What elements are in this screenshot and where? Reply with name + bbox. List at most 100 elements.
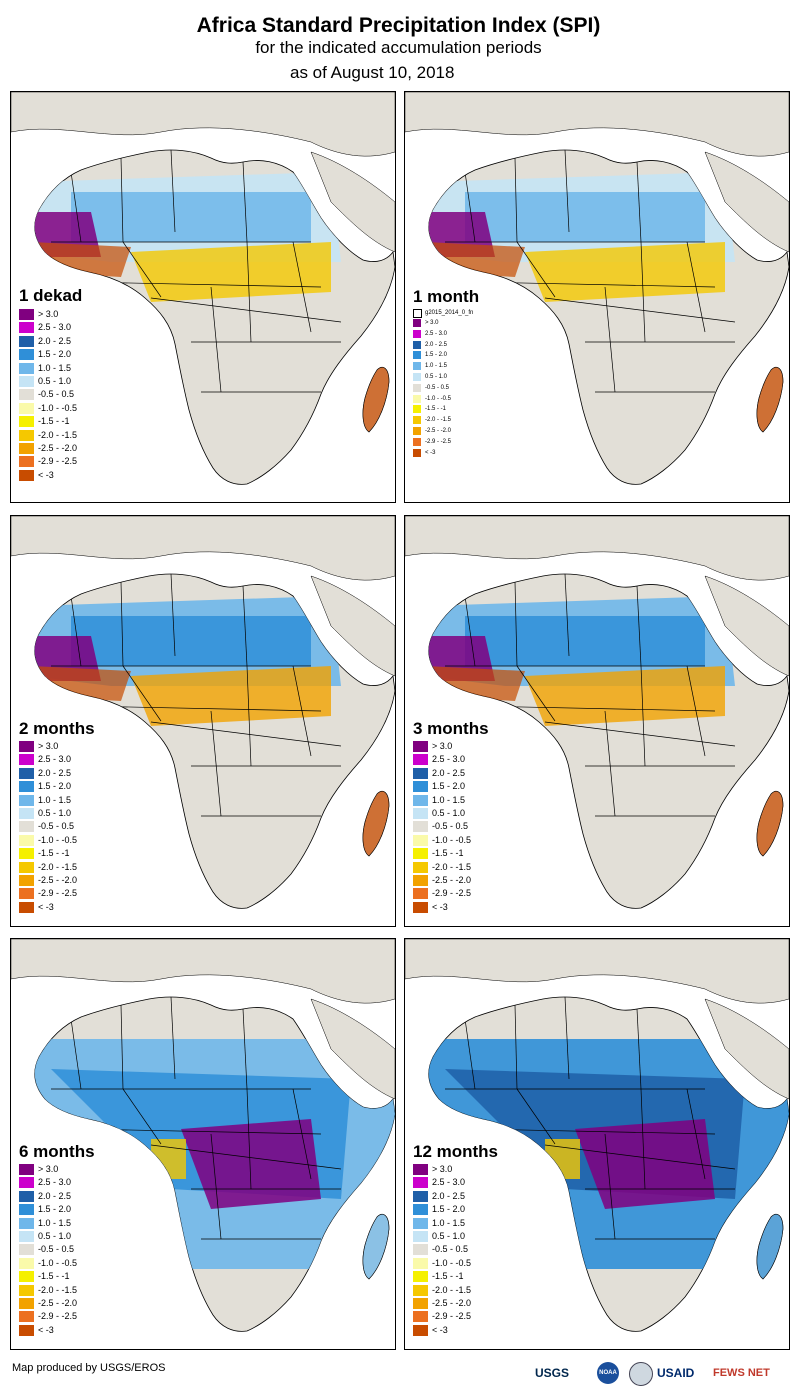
legend-label: -1.0 - -0.5 — [432, 1257, 472, 1268]
legend-swatch — [413, 1177, 428, 1189]
legend-swatch — [413, 1190, 428, 1202]
legend-swatch — [19, 874, 34, 886]
legend-label: -1.5 - -1 — [38, 848, 70, 859]
legend-swatch — [413, 901, 428, 913]
legend-swatch — [19, 416, 34, 428]
legend-label: -2.5 - -2.0 — [425, 427, 452, 434]
europe-land — [11, 516, 395, 581]
legend-label: -0.5 - 0.5 — [38, 1244, 75, 1255]
border-line — [242, 1008, 248, 1090]
map-title: Africa Standard Precipitation Index (SPI… — [196, 14, 601, 37]
legend-label: > 3.0 — [38, 309, 59, 319]
legend-swatch — [19, 1190, 34, 1202]
europe-land — [11, 939, 395, 1004]
border-line — [604, 1133, 616, 1240]
border-line — [120, 1004, 124, 1090]
panel-title: 2 months — [19, 719, 95, 738]
legend-label: -2.9 - -2.5 — [432, 1311, 472, 1322]
border-line — [640, 241, 646, 343]
legend-label: -2.5 - -2.0 — [432, 1297, 472, 1308]
border-line — [564, 574, 570, 657]
spi-overlay — [34, 596, 341, 726]
border-line — [210, 1133, 222, 1240]
legend-label: -2.0 - -1.5 — [38, 1284, 78, 1295]
border-line — [604, 286, 616, 393]
legend-swatch — [19, 442, 34, 454]
legend-swatch — [19, 807, 34, 819]
legend-label: 1.5 - 2.0 — [38, 781, 72, 792]
legend-label: 2.5 - 3.0 — [38, 754, 72, 765]
legend-label: -1.0 - -0.5 — [38, 834, 78, 845]
europe-land — [11, 92, 395, 157]
madagascar-spi — [756, 791, 784, 857]
legend-label: 0.5 - 1.0 — [425, 373, 448, 380]
spi-overlay — [34, 172, 341, 302]
legend-swatch — [413, 888, 428, 900]
arabia-land — [310, 151, 395, 253]
legend-label: -1.5 - -1 — [38, 1271, 70, 1282]
border-line — [292, 665, 312, 757]
border-line — [640, 1088, 646, 1190]
arabia-land — [310, 998, 395, 1100]
africa-map — [405, 92, 789, 502]
logo-strip: USGS NOAA USAID FEWS NET — [535, 1360, 790, 1388]
border-line — [686, 241, 706, 333]
legend-swatch — [413, 1257, 428, 1269]
legend-label: -2.0 - -1.5 — [432, 861, 472, 872]
legend-label: -1.0 - -0.5 — [425, 395, 452, 402]
legend-swatch — [413, 405, 421, 414]
legend-swatch — [413, 834, 428, 846]
border-line — [122, 1088, 162, 1145]
border-line — [636, 161, 642, 243]
europe-land — [405, 939, 789, 1004]
madagascar-spi — [362, 791, 390, 857]
map-date: as of August 10, 2018 — [290, 63, 455, 82]
spi-overlay — [428, 596, 735, 726]
border-line — [292, 241, 312, 333]
legend-swatch — [19, 322, 34, 334]
africa-map — [405, 516, 789, 926]
legend-swatch — [19, 456, 34, 468]
border-line — [544, 1144, 736, 1170]
border-line — [246, 241, 252, 343]
border-line — [464, 595, 476, 667]
arabia-land — [310, 575, 395, 677]
panel-title: 1 month — [413, 287, 480, 306]
legend-label: > 3.0 — [38, 1164, 59, 1174]
wet-zone — [71, 192, 311, 242]
legend-swatch — [19, 741, 34, 752]
legend-swatch — [413, 319, 421, 327]
legend-label: 2.0 - 2.5 — [38, 335, 72, 346]
border-line — [636, 585, 642, 667]
map-credit: Map produced by USGS/EROS — [12, 1362, 166, 1374]
legend-label: 1.5 - 2.0 — [432, 781, 466, 792]
africa-map — [11, 939, 395, 1349]
madagascar-spi — [362, 367, 390, 433]
legend-swatch — [413, 394, 421, 403]
arabia-land — [704, 151, 789, 253]
legend-label: -0.5 - 0.5 — [38, 821, 75, 832]
legend-swatch — [19, 469, 34, 481]
legend-swatch — [413, 1244, 428, 1256]
arabia-land — [704, 998, 789, 1100]
legend-label: 2.5 - 3.0 — [38, 322, 72, 333]
madagascar-spi — [756, 1214, 784, 1280]
legend-label: 1.0 - 1.5 — [432, 1217, 466, 1228]
legend-swatch — [413, 848, 428, 860]
legend-swatch — [19, 848, 34, 860]
panel-1-month: 1 month g2015_2014_0_fn > 3.0 2.5 - 3.0 2.… — [404, 91, 790, 503]
legend-label: 1.0 - 1.5 — [38, 362, 72, 373]
legend-label: > 3.0 — [432, 1164, 453, 1174]
legend-swatch — [413, 741, 428, 752]
legend-label: -2.5 - -2.0 — [432, 874, 472, 885]
legend-label: 0.5 - 1.0 — [432, 1230, 466, 1241]
legend-swatch — [413, 437, 421, 446]
map-subtitle: for the indicated accumulation periods — [255, 38, 542, 57]
legend-swatch — [19, 1204, 34, 1216]
wet-zone — [465, 616, 705, 666]
border-line — [636, 1008, 642, 1090]
border-line — [150, 297, 342, 323]
legend-swatch — [19, 901, 34, 913]
madagascar-spi — [362, 1214, 390, 1280]
border-line — [122, 241, 162, 298]
